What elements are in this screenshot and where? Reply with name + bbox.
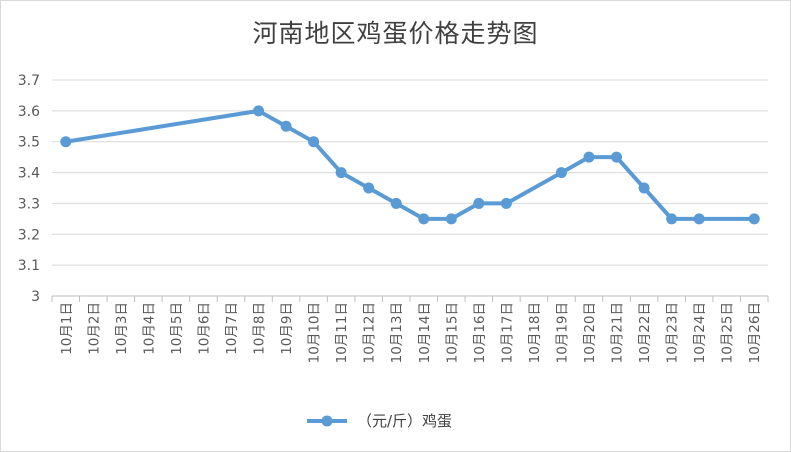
x-tick-label: 10月8日 <box>252 302 268 355</box>
legend-label: （元/斤）鸡蛋 <box>357 412 453 430</box>
data-point <box>335 167 347 179</box>
x-tick-label: 10月6日 <box>196 302 212 355</box>
data-point <box>390 197 402 209</box>
data-point <box>748 213 760 225</box>
x-tick-label: 10月1日 <box>59 302 75 355</box>
y-tick-label: 3.2 <box>18 227 40 243</box>
x-tick-label: 10月16日 <box>472 302 488 363</box>
y-tick-label: 3.7 <box>18 73 40 89</box>
x-tick-label: 10月10日 <box>307 302 323 363</box>
x-tick-label: 10月2日 <box>86 302 102 355</box>
x-tick-label: 10月4日 <box>141 302 157 355</box>
data-point <box>555 167 567 179</box>
data-point <box>693 213 705 225</box>
x-tick-label: 10月24日 <box>692 302 708 363</box>
data-point <box>363 182 375 194</box>
x-tick-label: 10月15日 <box>444 302 460 363</box>
data-point <box>500 197 512 209</box>
x-tick-label: 10月26日 <box>747 302 763 363</box>
y-tick-label: 3.4 <box>18 166 40 182</box>
data-point <box>666 213 678 225</box>
x-tick-label: 10月20日 <box>582 302 598 363</box>
y-tick-label: 3.3 <box>18 196 40 212</box>
x-tick-label: 10月13日 <box>389 302 405 363</box>
data-point <box>638 182 650 194</box>
legend-marker-icon <box>307 415 347 426</box>
x-tick-label: 10月14日 <box>417 302 433 363</box>
y-tick-label: 3 <box>31 289 40 305</box>
data-point <box>280 120 292 132</box>
data-point <box>60 136 72 148</box>
legend: （元/斤）鸡蛋 <box>305 410 452 431</box>
data-point <box>473 197 485 209</box>
x-tick-label: 10月19日 <box>554 302 570 363</box>
x-tick-label: 10月12日 <box>362 302 378 363</box>
x-tick-label: 10月9日 <box>279 302 295 355</box>
x-tick-label: 10月25日 <box>720 302 736 363</box>
x-tick-label: 10月3日 <box>114 302 130 355</box>
x-tick-label: 10月5日 <box>169 302 185 355</box>
x-tick-label: 10月7日 <box>224 302 240 355</box>
series-line <box>65 108 755 221</box>
data-point <box>418 213 430 225</box>
y-tick-label: 3.5 <box>18 135 40 151</box>
x-tick-label: 10月22日 <box>637 302 653 363</box>
x-tick-label: 10月17日 <box>499 302 515 363</box>
x-tick-label: 10月23日 <box>665 302 681 363</box>
data-point <box>611 151 623 163</box>
y-tick-label: 3.1 <box>18 258 40 274</box>
x-tick-label: 10月11日 <box>334 302 350 363</box>
x-tick-label: 10月18日 <box>527 302 543 363</box>
data-point <box>253 105 265 117</box>
chart-title: 河南地区鸡蛋价格走势图 <box>252 19 539 48</box>
x-tick-label: 10月21日 <box>610 302 626 363</box>
data-point <box>445 213 457 225</box>
data-point <box>308 136 320 148</box>
y-tick-label: 3.6 <box>18 104 40 120</box>
data-point <box>583 151 595 163</box>
